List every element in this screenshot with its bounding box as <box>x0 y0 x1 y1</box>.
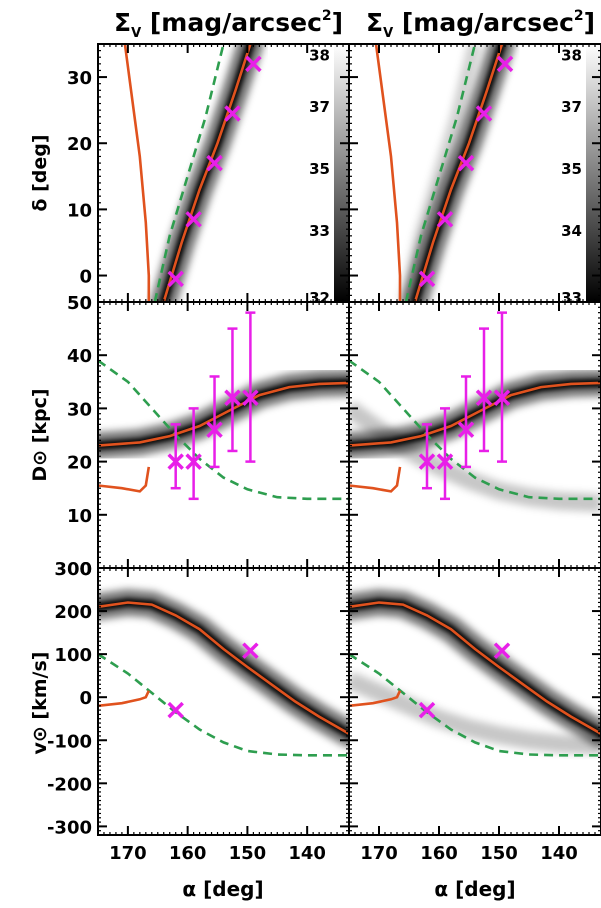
colorbar-tick-label: 35 <box>309 160 330 178</box>
x-tick-label: 160 <box>420 843 458 864</box>
x-tick-label: 140 <box>540 843 578 864</box>
ylabel-declination: δ [deg] <box>29 134 51 211</box>
y-tick-label: 200 <box>54 602 92 623</box>
model-orbit-line <box>98 691 149 706</box>
x-tick-label: 170 <box>109 843 147 864</box>
colorbar-tick-label: 37 <box>309 98 330 116</box>
y-tick-label: 10 <box>67 506 92 527</box>
x-tick-label: 160 <box>169 843 207 864</box>
y-tick-label: 50 <box>67 293 92 314</box>
panels: 3837353332010203001020304050-300-200-100… <box>47 44 601 864</box>
y-tick-label: 100 <box>54 645 92 666</box>
colorbar <box>586 44 601 302</box>
y-tick-label: 0 <box>79 267 92 288</box>
stream-density-core <box>98 603 349 734</box>
panel-l-2 <box>98 603 349 756</box>
x-tick-label: 150 <box>480 843 518 864</box>
model-orbit-line <box>349 467 400 492</box>
y-tick-label: 30 <box>67 68 92 89</box>
x-tick-label: 150 <box>229 843 267 864</box>
colorbar-tick-label: 38 <box>561 46 582 64</box>
y-tick-label: 30 <box>67 399 92 420</box>
colorbar-tick-label: 35 <box>561 160 582 178</box>
xlabel-left: α [deg] <box>182 877 263 901</box>
y-tick-label: 300 <box>54 559 92 580</box>
data-point <box>169 703 183 717</box>
model-orbit-line <box>164 44 251 302</box>
colorbar-tick-label: 33 <box>309 222 330 240</box>
panel-l-1 <box>98 313 349 499</box>
y-tick-label: -100 <box>47 731 92 752</box>
panel-r-1 <box>349 313 601 503</box>
colorbar <box>334 44 349 302</box>
model-orbit-line <box>98 467 149 492</box>
colorbar-tick-label: 38 <box>309 46 330 64</box>
y-tick-label: -300 <box>47 817 92 838</box>
y-tick-label: 20 <box>67 134 92 155</box>
y-tick-label: 10 <box>67 200 92 221</box>
colorbar-tick-label: 34 <box>561 222 582 240</box>
y-tick-label: -200 <box>47 774 92 795</box>
panel-r-2 <box>349 603 601 756</box>
model-orbit-line <box>125 44 149 302</box>
stream-density-core <box>349 603 601 734</box>
column-title-left: ΣV [mag/arcsec2] <box>114 8 343 41</box>
y-tick-label: 0 <box>79 688 92 709</box>
model-orbit-line <box>376 44 400 302</box>
x-tick-label: 140 <box>288 843 326 864</box>
x-tick-label: 170 <box>360 843 398 864</box>
y-tick-label: 40 <box>67 346 92 367</box>
ylabel-distance: D⊙ [kpc] <box>29 388 51 481</box>
column-title-right: ΣV [mag/arcsec2] <box>366 8 595 41</box>
xlabel-right: α [deg] <box>434 877 515 901</box>
y-tick-label: 20 <box>67 453 92 474</box>
colorbar-tick-label: 37 <box>561 98 582 116</box>
